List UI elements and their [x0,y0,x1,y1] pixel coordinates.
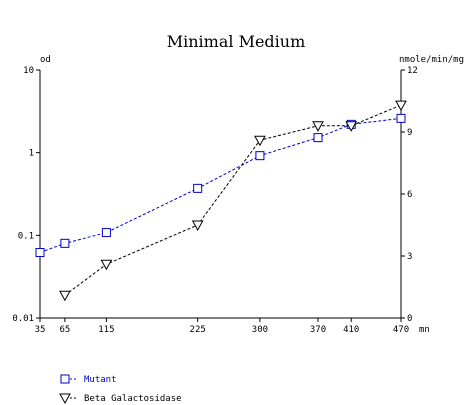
legend-label: Mutant [84,375,117,385]
y-right-tick-label: 9 [407,128,412,138]
data-point [60,238,70,248]
data-point [396,113,406,123]
data-point [312,121,324,132]
x-tick-label: 35 [35,325,46,335]
y-left-ticks: 0.01 0.1 1 10 [12,66,40,324]
data-point [191,220,204,232]
series-line-2 [64,104,402,296]
data-point [395,100,407,112]
data-point [193,183,203,193]
chart-title: Minimal Medium [167,32,306,51]
legend-marker [59,393,71,405]
x-tick-label: 300 [252,325,268,335]
legend-label: Beta Galactosidase [84,394,182,404]
y-right-tick-label: 3 [407,252,412,262]
data-point [59,290,71,302]
y-left-tick-label: 1 [29,149,34,159]
y-right-tick-label: 12 [407,66,418,76]
data-point [313,133,323,143]
y-right-tick-label: 0 [407,314,412,324]
x-ticks: 35 65 115 225 300 370 410 470 [35,318,409,335]
series-layer [35,100,407,302]
legend-marker [60,374,70,384]
x-axis-label: mn [419,325,430,335]
y-left-tick-label: 0.01 [12,314,34,324]
legend: Mutant Beta Galactosidase [59,374,182,405]
data-point [255,151,265,161]
data-point [101,228,111,238]
y-right-tick-label: 6 [407,190,412,200]
x-tick-label: 225 [190,325,206,335]
x-tick-label: 65 [59,325,70,335]
y-right-ticks: 0 3 6 9 12 [401,66,418,324]
y-left-axis-label: od [40,55,51,65]
data-point [100,259,113,271]
data-point [35,247,45,257]
data-point [345,121,358,132]
series-line-1 [39,117,402,253]
x-tick-label: 370 [310,325,326,335]
y-left-tick-label: 10 [23,66,34,76]
x-tick-label: 470 [393,325,409,335]
x-tick-label: 410 [343,325,359,335]
data-point [254,135,266,147]
y-right-axis-label: nmole/min/mg [399,55,464,65]
x-tick-label: 115 [98,325,114,335]
y-left-tick-label: 0.1 [18,231,34,241]
